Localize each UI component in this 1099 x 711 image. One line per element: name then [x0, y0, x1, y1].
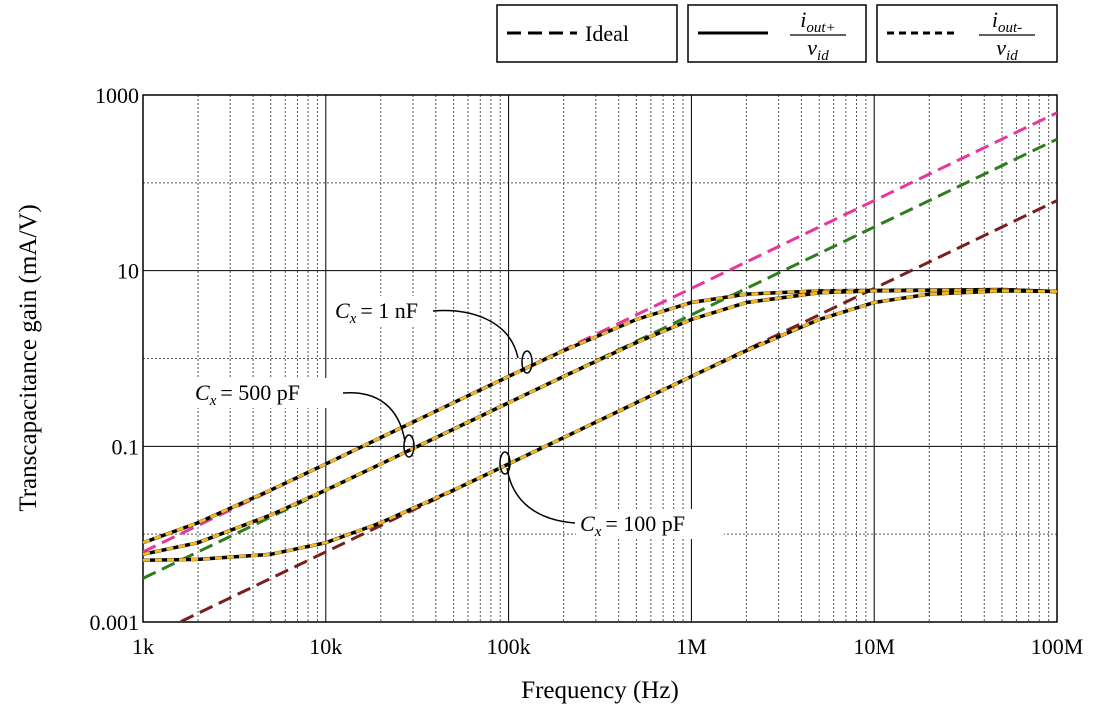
- legend-numerator-symbol: i: [992, 7, 998, 32]
- x-tick-label: 10k: [309, 634, 342, 659]
- series-line: [143, 289, 1057, 562]
- annotation-leader: [342, 392, 406, 443]
- annotation-marker: [499, 451, 511, 475]
- annotation-symbol: C: [580, 511, 595, 536]
- legend-denominator-symbol: v: [807, 35, 817, 60]
- legend-numerator-sub: out+: [806, 20, 835, 36]
- annotation: Cx = 100 pF: [580, 511, 685, 540]
- annotation-text: = 500 pF: [220, 380, 300, 405]
- x-tick-label: 100M: [1031, 634, 1084, 659]
- legend-numerator: iout+: [800, 7, 835, 36]
- legend-box: [876, 4, 1058, 63]
- annotation-symbol: C: [195, 380, 210, 405]
- annotation-sub: x: [594, 524, 602, 540]
- legend-denominator: vid: [807, 35, 829, 64]
- y-tick-label: 1000: [95, 83, 139, 108]
- plot-lines: [143, 111, 1057, 622]
- y-axis-title: Transcapacitance gain (mA/V): [15, 204, 42, 511]
- annotation-sub: x: [209, 393, 217, 409]
- y-tick-label: 10: [117, 259, 139, 284]
- legend-denominator-symbol: v: [996, 35, 1006, 60]
- x-tick-label: 100k: [487, 634, 531, 659]
- x-tick-label: 10M: [853, 634, 895, 659]
- annotation-bg: [576, 509, 724, 539]
- annotation-leader: [432, 309, 519, 359]
- annotation-leader: [506, 467, 576, 524]
- legend-denominator-sub: id: [1006, 48, 1018, 64]
- annotation-symbol: C: [335, 298, 350, 323]
- y-tick-label: 0.1: [112, 434, 140, 459]
- legend-denominator: vid: [996, 35, 1018, 64]
- annotation-bg: [191, 378, 339, 408]
- x-tick-label: 1M: [676, 634, 707, 659]
- legend-numerator-sub: out-: [998, 20, 1022, 36]
- annotation: Cx = 1 nF: [335, 298, 418, 327]
- legend-numerator: iout-: [992, 7, 1022, 36]
- annotation-text: = 1 nF: [360, 298, 418, 323]
- annotation-text: = 100 pF: [605, 511, 685, 536]
- legend-box: [496, 4, 678, 63]
- annotation-sub: x: [349, 311, 357, 327]
- legend-label: Ideal: [585, 21, 629, 46]
- legend-denominator-sub: id: [817, 48, 829, 64]
- annotation-marker: [403, 434, 415, 458]
- x-tick-label: 1k: [132, 634, 154, 659]
- legend-numerator-symbol: i: [800, 7, 806, 32]
- plot-frame: [142, 94, 1058, 623]
- annotation: Cx = 500 pF: [195, 380, 300, 409]
- series-line: [143, 287, 1057, 545]
- annotation-bg: [331, 296, 431, 326]
- x-axis-title: Frequency (Hz): [521, 677, 679, 704]
- annotation-marker: [521, 350, 533, 374]
- y-tick-label: 0.001: [90, 610, 140, 635]
- series-line: [143, 288, 1057, 545]
- series-line: [143, 288, 1057, 556]
